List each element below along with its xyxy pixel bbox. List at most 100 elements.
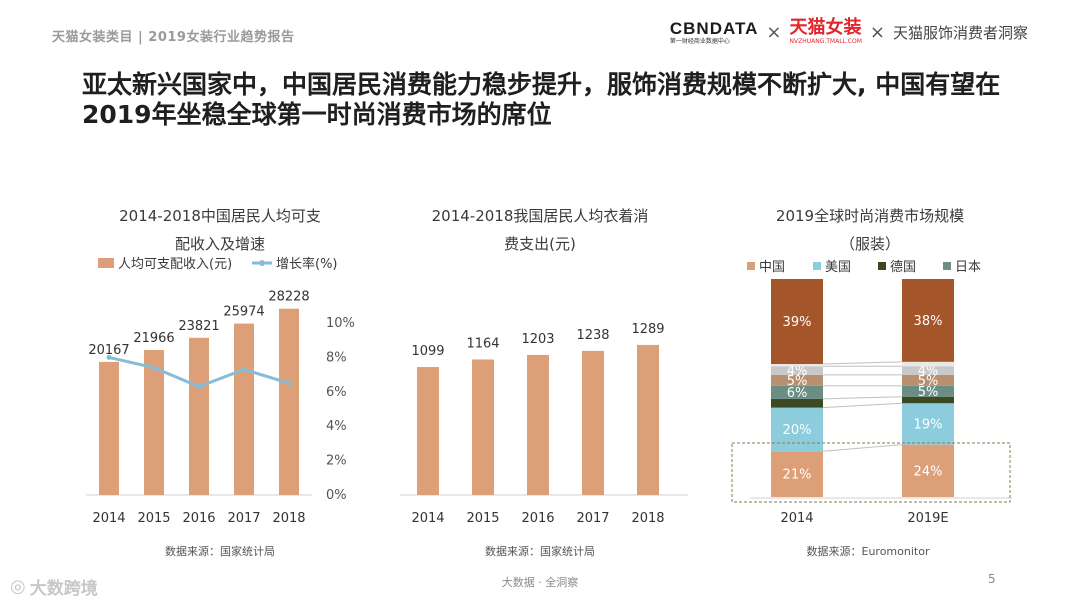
chart2-x-tick: 2016 xyxy=(521,511,554,526)
cbndata-logo: CBNDATA 第一财经商业数据中心 xyxy=(670,20,759,45)
insight-label: 天猫服饰消费者洞察 xyxy=(892,23,1028,42)
brand-bar: CBNDATA 第一财经商业数据中心 × 天猫女装 NVZHUANG.TMALL… xyxy=(670,14,1028,50)
chart3-stack-segment xyxy=(902,361,954,367)
chart2-data-label: 1164 xyxy=(466,336,499,351)
chart1-bar xyxy=(189,337,209,495)
chart3-stack-segment xyxy=(771,364,823,367)
chart3-segment-label: 4% xyxy=(787,364,808,379)
footer-slogan: 大数据 · 全洞察 xyxy=(501,576,579,589)
chart1-growth-point xyxy=(196,384,202,390)
page-number: 5 xyxy=(988,572,996,586)
page-title: 亚太新兴国家中，中国居民消费能力稳步提升，服饰消费规模不断扩大, 中国有望在20… xyxy=(82,70,1001,129)
chart1-growth-point xyxy=(151,365,157,371)
chart2-bar xyxy=(417,367,439,495)
chart2-data-label: 1099 xyxy=(411,344,444,359)
chart3-x-tick: 2014 xyxy=(780,511,813,526)
legend-swatch-2 xyxy=(878,262,886,270)
chart2-data-label: 1203 xyxy=(521,332,554,347)
chart3-segment-label: 5% xyxy=(787,374,808,389)
chart2-data-label: 1289 xyxy=(631,322,664,337)
chart3-connector xyxy=(822,361,903,365)
chart1-bar xyxy=(279,308,299,495)
chart3-segment-label: 39% xyxy=(783,315,812,330)
chart2-x-tick: 2017 xyxy=(576,511,609,526)
chart1-x-tick: 2015 xyxy=(137,511,170,526)
bottom-logo: ◎ 大数跨境 xyxy=(10,574,98,599)
chart1-y2-tick: 8% xyxy=(326,350,347,365)
eye-logo-icon: ◎ xyxy=(10,576,26,597)
legend-label-country: 中国 xyxy=(759,260,785,275)
chart1-data-label: 21966 xyxy=(133,331,174,346)
legend-swatch-1 xyxy=(813,262,821,270)
chart3-stack-segment xyxy=(902,279,954,362)
chart3-stack-segment xyxy=(902,385,954,397)
chart2-bar xyxy=(527,354,549,495)
chart3-segment-label: 4% xyxy=(918,364,939,379)
legend-swatch-3 xyxy=(943,262,951,270)
chart3-title-line1: 2019全球时尚消费市场规模 xyxy=(775,207,965,225)
chart1-growth-point xyxy=(106,354,112,360)
chart3-stack-segment xyxy=(771,407,823,452)
chart1-y2-tick: 0% xyxy=(326,488,347,503)
chart1-growth-point xyxy=(286,380,292,386)
chart1-data-label: 20167 xyxy=(88,343,129,358)
chart2-x-tick: 2018 xyxy=(631,511,664,526)
chart2-bar xyxy=(637,344,659,495)
chart3-segment-label: 38% xyxy=(914,314,943,329)
chart3-segment-label: 24% xyxy=(914,464,943,479)
cbndata-logo-text: CBNDATA xyxy=(669,18,759,38)
legend-label-growth: 增长率(%) xyxy=(276,256,338,272)
tmall-logo: 天猫女装 NVZHUANG.TMALL.COM xyxy=(790,19,862,45)
legend-marker-growth xyxy=(259,260,265,266)
chart1-growth-point xyxy=(241,366,247,372)
chart3-stack-segment xyxy=(771,374,823,386)
times-icon: × xyxy=(869,21,885,43)
chart3-connector xyxy=(822,402,903,409)
chart3-connector xyxy=(822,444,903,452)
chart1-title: 2014-2018中国居民人均可支 配收入及增速 xyxy=(60,202,380,258)
chart1-x-tick: 2018 xyxy=(272,511,305,526)
chart1-source: 数据来源：国家统计局 xyxy=(165,545,275,558)
chart3-stack-segment xyxy=(771,385,823,399)
chart1-y2-tick: 10% xyxy=(326,316,355,331)
legend-swatch-income xyxy=(98,258,114,268)
chart1-x-tick: 2017 xyxy=(227,511,260,526)
chart1-data-label: 28228 xyxy=(268,290,309,305)
chart3-stack-segment xyxy=(771,366,823,375)
chart1-data-label: 25974 xyxy=(223,305,264,320)
chart3-stack-segment xyxy=(771,279,823,365)
chart1-title-line2: 配收入及增速 xyxy=(174,235,265,253)
tmall-logo-text: 天猫女装 xyxy=(789,17,862,38)
chart3-stack-segment xyxy=(902,403,954,445)
chart2-x-tick: 2015 xyxy=(466,511,499,526)
chart3-connector xyxy=(822,396,903,400)
chart1-bar xyxy=(234,323,254,495)
chart2-data-label: 1238 xyxy=(576,328,609,343)
legend-label-country: 美国 xyxy=(825,260,851,275)
report-category-label: 天猫女装类目 | 2019女装行业趋势报告 xyxy=(52,30,295,45)
chart1-title-line1: 2014-2018中国居民人均可支 xyxy=(119,207,321,225)
times-icon: × xyxy=(766,21,782,43)
chart3-stack-segment xyxy=(902,444,954,497)
chart1-x-tick: 2014 xyxy=(92,511,125,526)
chart2-source: 数据来源：国家统计局 xyxy=(485,545,595,558)
chart3-stack-segment xyxy=(771,451,823,497)
chart1-y2-tick: 6% xyxy=(326,385,347,400)
legend-label-income: 人均可支配收入(元) xyxy=(118,257,232,272)
chart2-bar xyxy=(472,359,494,495)
chart3-segment-label: 21% xyxy=(783,468,812,483)
chart2-title-line2: 费支出(元) xyxy=(504,235,576,253)
chart2-title-line1: 2014-2018我国居民人均衣着消 xyxy=(431,207,649,225)
chart2-x-tick: 2014 xyxy=(411,511,444,526)
chart3-source: 数据来源：Euromonitor xyxy=(806,545,930,558)
chart3-stack-segment xyxy=(771,398,823,408)
chart3-highlight-box xyxy=(731,442,1011,503)
chart3-segment-label: 20% xyxy=(783,423,812,438)
chart3-x-tick: 2019E xyxy=(907,511,948,526)
cbndata-logo-sub: 第一财经商业数据中心 xyxy=(669,37,730,45)
chart3-segment-label: 5% xyxy=(918,385,939,400)
bottom-logo-text: 大数跨境 xyxy=(29,579,98,599)
chart3-stack-segment xyxy=(902,374,954,386)
chart1-x-tick: 2016 xyxy=(182,511,215,526)
